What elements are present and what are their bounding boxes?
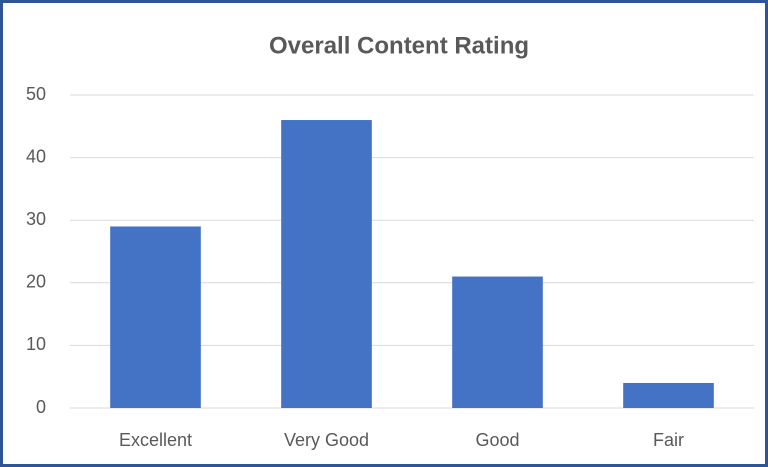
x-tick-label: Excellent: [119, 430, 192, 450]
y-tick-label: 40: [26, 146, 46, 166]
bar: [281, 120, 372, 408]
chart-title: Overall Content Rating: [269, 32, 529, 59]
y-tick-label: 30: [26, 209, 46, 229]
bar: [452, 276, 543, 408]
x-tick-label: Fair: [653, 430, 684, 450]
y-tick-label: 20: [26, 272, 46, 292]
bar: [623, 382, 714, 408]
y-tick-label: 10: [26, 334, 46, 354]
x-tick-label: Good: [475, 430, 519, 450]
y-tick-label: 0: [36, 397, 46, 417]
x-tick-label: Very Good: [284, 430, 369, 450]
y-tick-label: 50: [26, 84, 46, 104]
bar: [110, 226, 201, 408]
